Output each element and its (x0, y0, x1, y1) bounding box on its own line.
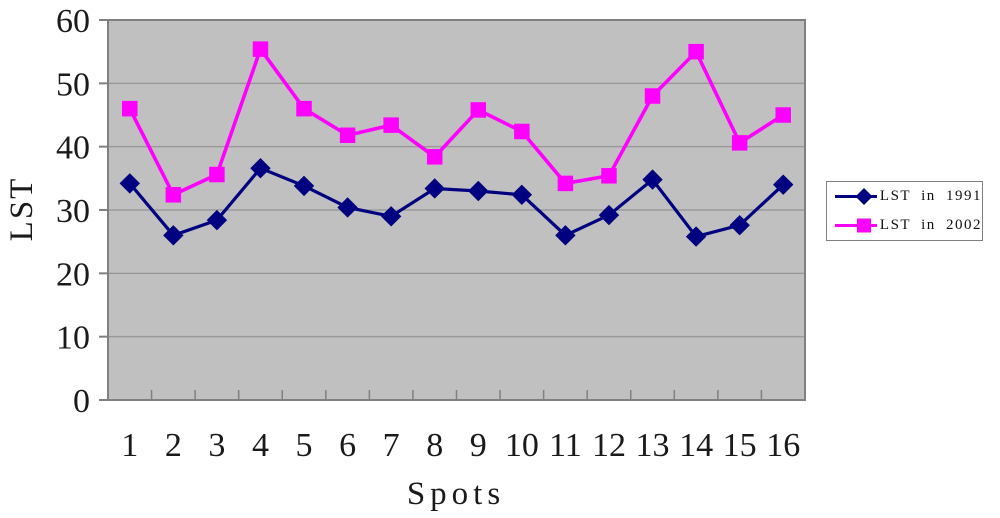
series-point-lst-in-1991-3 (206, 209, 228, 231)
x-tick-label-7: 7 (383, 427, 400, 464)
series-point-lst-in-1991-14 (685, 226, 707, 247)
diamond-icon (855, 188, 873, 205)
x-tick-label-5: 5 (296, 427, 313, 464)
x-tick-label-8: 8 (426, 427, 443, 464)
series-point-lst-in-1991-10 (511, 184, 533, 206)
series-point-lst-in-2002-10 (514, 123, 530, 140)
series-point-lst-in-1991-12 (598, 204, 620, 226)
series-point-lst-in-2002-8 (426, 149, 443, 165)
x-tick-label-6: 6 (339, 427, 356, 464)
y-tick-label-20: 20 (56, 256, 90, 293)
x-tick-label-10: 10 (505, 427, 539, 464)
y-tick-label-0: 0 (73, 383, 90, 420)
series-point-lst-in-2002-16 (775, 107, 791, 123)
series-point-lst-in-2002-4 (252, 41, 269, 57)
y-tick-label-50: 50 (56, 66, 90, 103)
x-tick-label-16: 16 (766, 427, 800, 464)
series-point-lst-in-1991-15 (729, 214, 750, 236)
legend: LST in 1991 LST in 2002 (826, 181, 983, 241)
series-point-lst-in-1991-4 (250, 157, 271, 179)
y-axis-title: LST (4, 176, 40, 242)
x-tick-label-4: 4 (252, 427, 269, 464)
series-point-lst-in-2002-12 (601, 168, 617, 184)
series-point-lst-in-1991-11 (555, 225, 576, 246)
series-point-lst-in-1991-5 (293, 175, 315, 197)
series-line-lst-in-2002 (128, 45, 785, 198)
legend-item-lst-2002: LST in 2002 (835, 211, 982, 240)
series-point-lst-in-2002-6 (339, 127, 356, 144)
plot-border (107, 19, 806, 401)
x-axis-title: Spots (406, 476, 506, 512)
series-point-lst-in-2002-9 (470, 102, 487, 118)
legend-label-lst-1991: LST in 1991 (879, 188, 982, 204)
series-point-lst-in-2002-3 (209, 166, 225, 183)
x-tick-label-12: 12 (592, 427, 626, 464)
square-icon (857, 218, 871, 233)
series-point-lst-in-2002-14 (688, 43, 704, 60)
x-tick-label-14: 14 (679, 427, 713, 464)
y-tick-label-10: 10 (56, 320, 90, 357)
x-tick-label-3: 3 (208, 427, 225, 464)
y-tick-label-60: 60 (56, 3, 90, 40)
series-point-lst-in-1991-6 (337, 197, 358, 218)
series-point-lst-in-2002-1 (122, 100, 138, 117)
x-tick-label-1: 1 (121, 427, 138, 464)
legend-item-lst-1991: LST in 1991 (835, 182, 982, 211)
series-point-lst-in-1991-9 (468, 180, 489, 202)
x-tick-label-2: 2 (165, 427, 182, 464)
series-point-lst-in-1991-13 (642, 169, 663, 190)
series-point-lst-in-2002-7 (383, 117, 399, 133)
y-tick-label-30: 30 (56, 193, 90, 230)
series-point-lst-in-2002-13 (644, 88, 661, 104)
series-point-lst-in-2002-2 (165, 187, 182, 203)
series-point-lst-in-2002-5 (296, 100, 312, 117)
series-point-lst-in-2002-11 (557, 175, 574, 192)
x-tick-label-13: 13 (636, 427, 670, 464)
series-point-lst-in-1991-1 (119, 173, 140, 194)
series-point-lst-in-1991-16 (773, 174, 794, 195)
x-tick-label-9: 9 (470, 427, 487, 464)
series-point-lst-in-2002-15 (731, 135, 748, 151)
diamond-series-marker-icon (835, 188, 877, 205)
legend-label-lst-2002: LST in 2002 (879, 217, 982, 233)
series-line-lst-in-1991 (128, 166, 785, 239)
square-series-marker-icon (835, 218, 877, 233)
series-point-lst-in-1991-7 (380, 206, 402, 227)
y-tick-label-40: 40 (56, 130, 90, 167)
x-tick-label-15: 15 (723, 427, 757, 464)
x-tick-label-11: 11 (549, 427, 582, 464)
series-point-lst-in-1991-8 (424, 178, 445, 199)
series-point-lst-in-1991-2 (163, 225, 184, 246)
